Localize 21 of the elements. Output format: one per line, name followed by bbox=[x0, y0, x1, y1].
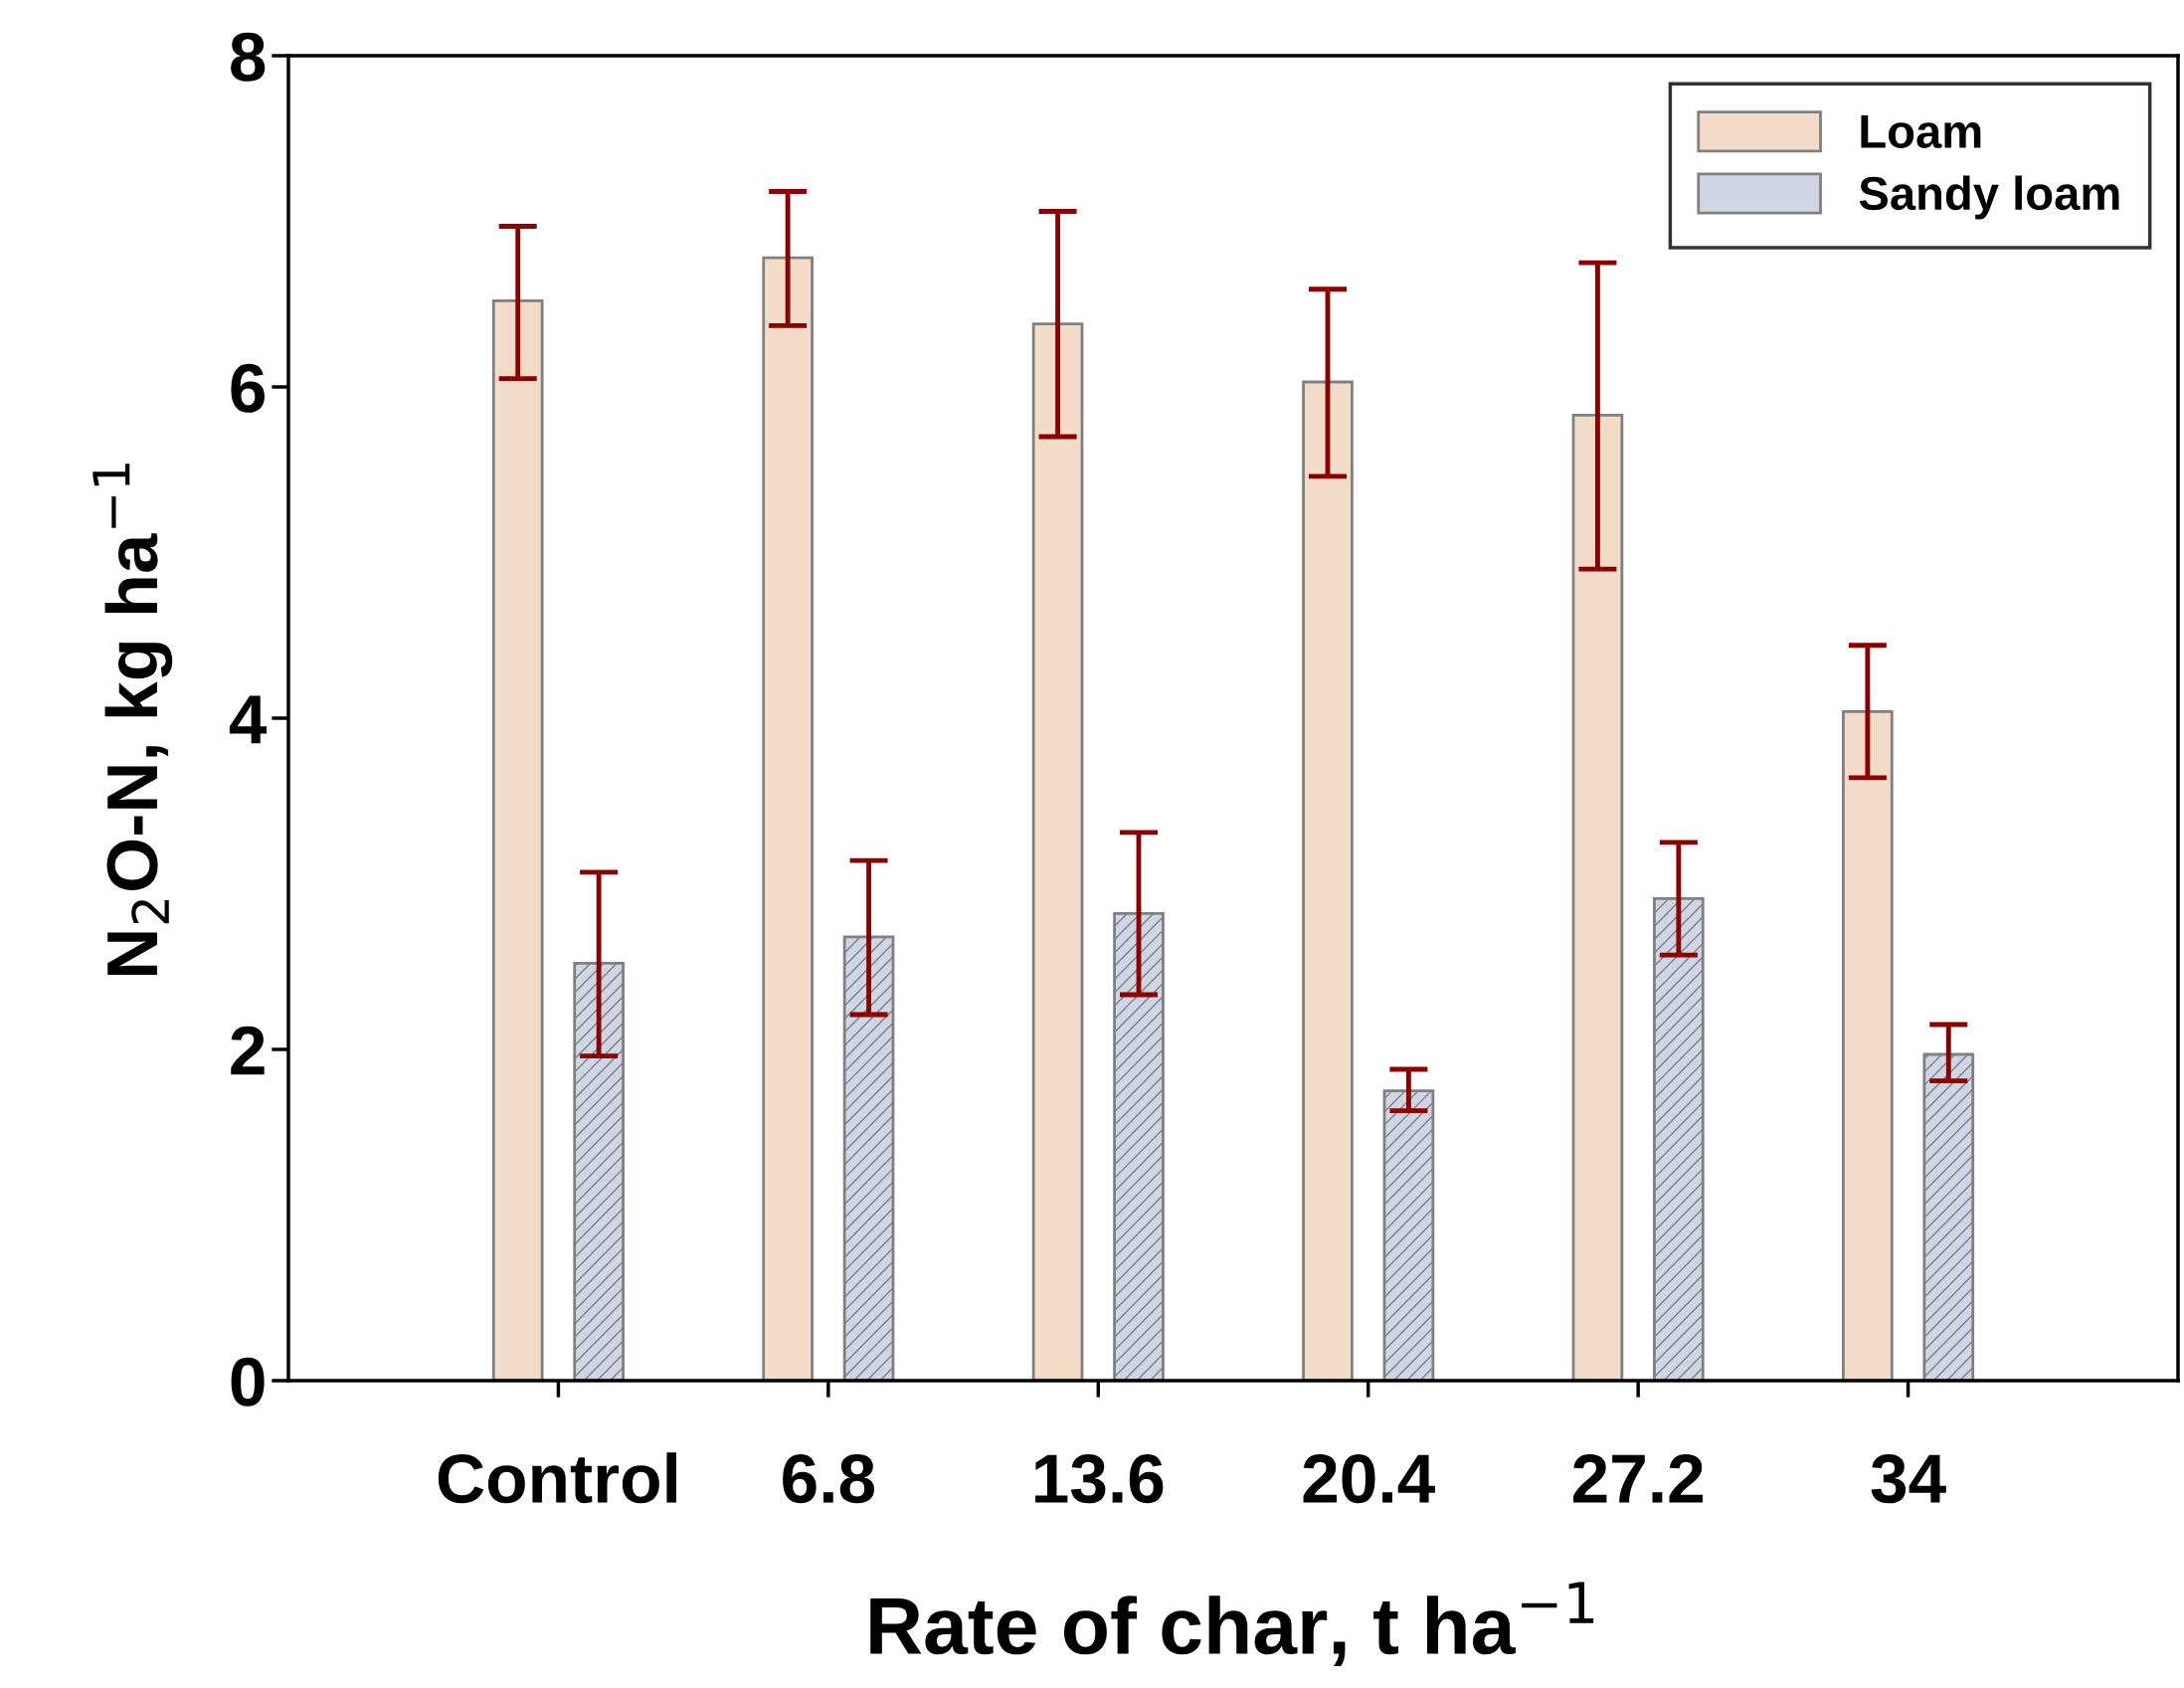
x-tick-label: 34 bbox=[1871, 1454, 1946, 1504]
bar bbox=[1842, 709, 1894, 1381]
x-tick-label: 6.8 bbox=[783, 1454, 874, 1504]
y-tick-label: 0 bbox=[231, 1357, 265, 1407]
bar bbox=[762, 256, 814, 1381]
bar bbox=[1031, 322, 1084, 1381]
x-tick-label: 13.6 bbox=[1035, 1454, 1164, 1504]
legend-label: Loam bbox=[1861, 115, 1981, 149]
y-tick-label: 8 bbox=[231, 32, 266, 82]
y-tick-label: 6 bbox=[231, 363, 265, 413]
bar bbox=[1571, 413, 1624, 1381]
y-axis-title: N$_{2}$O-N, kg ha$^{−1}$ bbox=[92, 464, 173, 976]
legend-label: Sandy loam bbox=[1859, 175, 2119, 220]
y-tick-label: 4 bbox=[229, 695, 268, 744]
bar bbox=[491, 299, 544, 1381]
x-tick-label: Control bbox=[438, 1452, 676, 1504]
y-tick-label: 2 bbox=[231, 1026, 265, 1075]
bar bbox=[1302, 380, 1354, 1381]
x-tick-label: 27.2 bbox=[1572, 1454, 1703, 1503]
x-tick-label: 20.4 bbox=[1303, 1454, 1435, 1504]
x-axis-title: Rate of char, t ha$^{−1}$ bbox=[870, 1582, 1594, 1666]
